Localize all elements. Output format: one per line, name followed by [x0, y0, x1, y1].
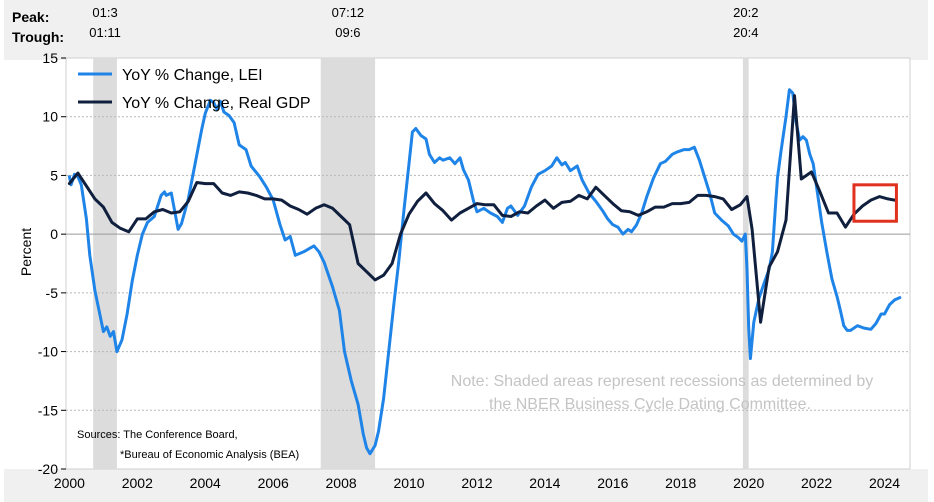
x-tick-label-2000: 2000: [54, 475, 85, 491]
recession-header: Peak: Trough: 01:3 01:11 07:12 09:6 20:2 20:4: [12, 5, 758, 45]
y-tick-label--15: -15: [38, 402, 58, 418]
series-line-0: [67, 88, 902, 456]
x-tick-label-2014: 2014: [529, 475, 560, 491]
y-tick-label-0: 0: [50, 226, 58, 242]
highlight-box: [852, 183, 898, 223]
source-line-2: *Bureau of Economic Analysis (BEA): [120, 449, 299, 461]
note-line-1: Note: Shaded areas represent recessions …: [451, 373, 873, 390]
recession-note: Note: Shaded areas represent recessions …: [451, 373, 873, 413]
series-lines: [67, 88, 902, 456]
x-tick-label-2010: 2010: [393, 475, 424, 491]
source-line-1: Sources: The Conference Board,: [77, 429, 238, 441]
x-tick-label-2006: 2006: [258, 475, 289, 491]
note-line-2: the NBER Business Cycle Dating Committee…: [489, 396, 811, 413]
legend-label-lei: YoY % Change, LEI: [122, 67, 263, 84]
recession-trough-0: 01:11: [89, 25, 121, 40]
y-tick-label-10: 10: [42, 109, 58, 125]
recession-trough-2: 20:4: [733, 25, 758, 40]
y-tick-label-15: 15: [42, 50, 58, 66]
x-tick-label-2008: 2008: [326, 475, 357, 491]
gridlines: [66, 116, 910, 411]
recession-band-1: [320, 58, 376, 469]
x-tick-label-2022: 2022: [801, 475, 832, 491]
trough-label: Trough:: [12, 29, 64, 45]
peak-label: Peak:: [12, 9, 49, 25]
x-tick-label-2018: 2018: [665, 475, 696, 491]
x-tick-label-2004: 2004: [190, 475, 221, 491]
y-tick-label-5: 5: [50, 167, 58, 183]
footer-band: [4, 469, 928, 502]
recession-peak-1: 07:12: [332, 5, 365, 20]
y-tick-label--10: -10: [38, 344, 58, 360]
x-tick-label-2016: 2016: [597, 475, 628, 491]
y-axis-ticks: 15 10 5 0 -5 -10 -15 -20: [38, 50, 66, 477]
legend-label-gdp: YoY % Change, Real GDP: [122, 95, 311, 112]
x-tick-label-2012: 2012: [461, 475, 492, 491]
sources: Sources: The Conference Board, *Bureau o…: [77, 429, 299, 461]
legend: YoY % Change, LEI YoY % Change, Real GDP: [78, 67, 311, 112]
y-axis-label: Percent: [18, 228, 34, 276]
x-axis-ticks: 2000 2002 2004 2006 2008 2010 2012 2014 2016 2018…: [54, 475, 900, 491]
recession-peak-2: 20:2: [733, 5, 758, 20]
x-tick-label-2024: 2024: [869, 475, 900, 491]
y-tick-label--20: -20: [38, 461, 58, 477]
header-band: [4, 0, 928, 60]
recession-trough-1: 09:6: [335, 25, 360, 40]
y-tick-label--5: -5: [46, 285, 59, 301]
series-line-1: [67, 94, 897, 324]
recession-band-0: [93, 58, 117, 469]
x-tick-label-2002: 2002: [122, 475, 153, 491]
recession-peak-0: 01:3: [92, 5, 117, 20]
recession-shading: [93, 58, 749, 469]
x-tick-label-2020: 2020: [733, 475, 764, 491]
